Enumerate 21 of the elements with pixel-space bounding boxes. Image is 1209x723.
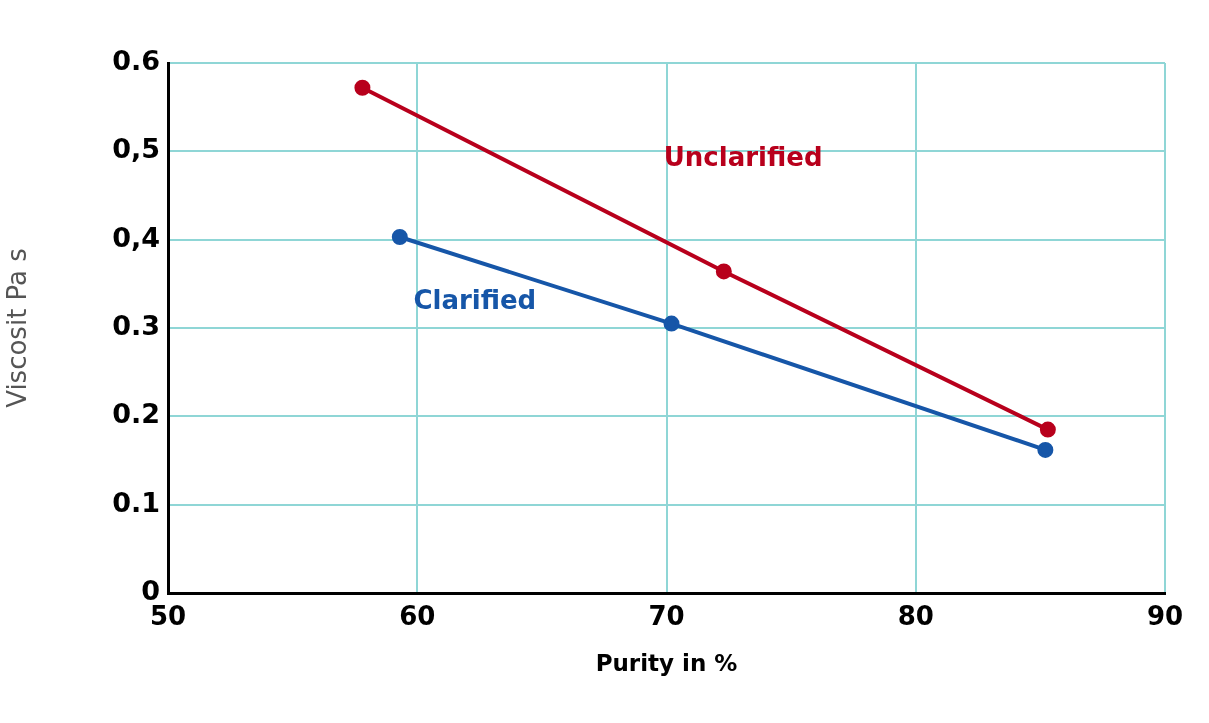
x-axis-title: Purity in % <box>595 650 738 677</box>
series-label: Clarified <box>413 284 537 315</box>
y-tick-label: 0,5 <box>112 133 160 165</box>
y-tick-label: 0.1 <box>112 486 160 518</box>
text: Unclarified <box>663 142 823 173</box>
x-tick-label: 60 <box>399 601 436 632</box>
y-tick-label: 0.3 <box>112 310 160 342</box>
point <box>1039 421 1056 438</box>
point <box>1037 441 1054 458</box>
point <box>715 263 732 280</box>
y-tick-label: 0.2 <box>112 398 160 430</box>
point <box>354 79 371 96</box>
y-axis-title: Viscosit Pa s <box>2 248 33 408</box>
x-tick-label: 70 <box>648 601 685 632</box>
y-tick-label: 0,4 <box>112 221 160 253</box>
x-tick-label: 80 <box>897 601 934 632</box>
y-tick-label: 0.6 <box>112 45 160 77</box>
x-tick-label: 50 <box>149 601 187 632</box>
x-tick-label: 90 <box>1146 601 1184 632</box>
point <box>663 315 680 332</box>
point <box>391 229 408 246</box>
